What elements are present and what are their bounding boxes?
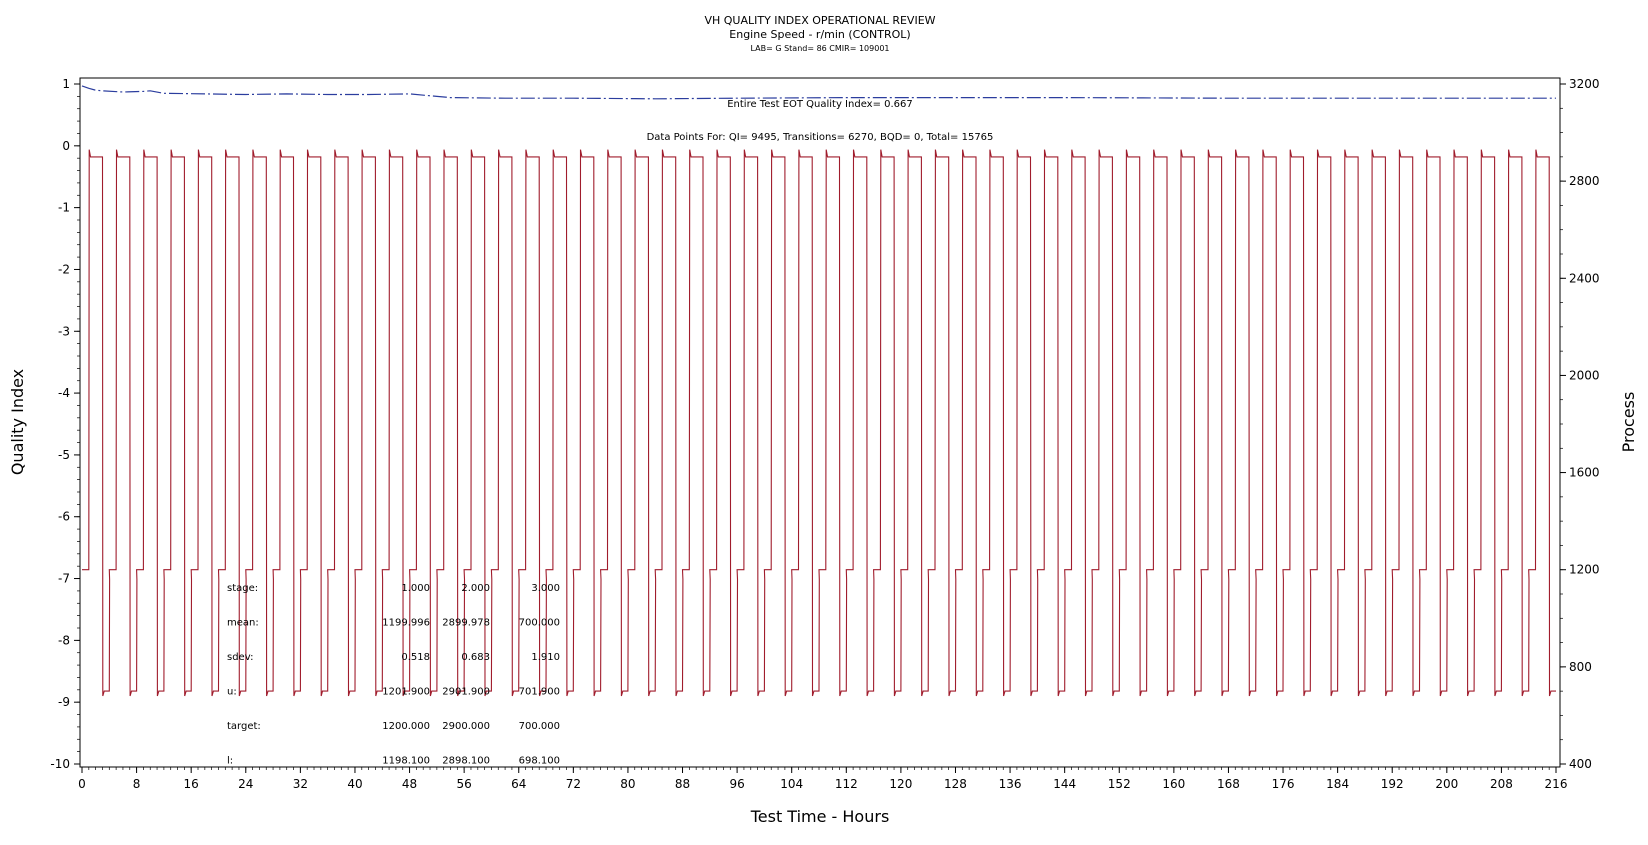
left-axis-tick-label: -9 — [58, 695, 70, 709]
left-axis-tick-label: -2 — [58, 262, 70, 276]
left-axis-tick-label: -7 — [58, 572, 70, 586]
stats-row-label: l: — [227, 756, 233, 767]
left-axis-tick-label: -3 — [58, 324, 70, 338]
x-axis-tick-label: 168 — [1217, 777, 1240, 791]
x-axis-tick-label: 200 — [1435, 777, 1458, 791]
stats-cell: 700.000 — [519, 721, 560, 732]
right-axis-tick-label: 2000 — [1569, 368, 1600, 382]
eot-quality-index-annotation: Entire Test EOT Quality Index= 0.667 — [727, 99, 913, 110]
x-axis-tick-label: 72 — [566, 777, 581, 791]
x-axis-tick-label: 208 — [1490, 777, 1513, 791]
x-axis-tick-label: 8 — [133, 777, 141, 791]
left-axis-tick-label: -4 — [58, 386, 70, 400]
x-axis-label: Test Time - Hours — [750, 807, 890, 826]
x-axis-tick-label: 120 — [889, 777, 912, 791]
left-axis-tick-label: -10 — [50, 757, 70, 771]
chart-subsubtitle: LAB= G Stand= 86 CMIR= 109001 — [750, 44, 889, 53]
stats-cell: 701.900 — [519, 687, 560, 698]
stats-cell: 2901.900 — [442, 687, 490, 698]
left-y-axis: 1 0 -1 -2 -3 -4 -5 -6 -7 -8 -9 -10 — [50, 77, 80, 771]
stats-cell: 698.100 — [519, 756, 560, 767]
right-axis-tick-label: 3200 — [1569, 77, 1600, 91]
left-axis-tick-label: 1 — [62, 77, 70, 91]
x-axis-tick-label: 80 — [620, 777, 635, 791]
x-axis-tick-label: 0 — [78, 777, 86, 791]
right-axis-tick-label: 800 — [1569, 660, 1592, 674]
x-axis-tick-label: 160 — [1162, 777, 1185, 791]
engine-speed-series — [82, 149, 1556, 697]
stats-cell: 0.683 — [461, 652, 490, 663]
stats-cell: 1.000 — [401, 583, 430, 594]
right-axis-tick-label: 400 — [1569, 757, 1592, 771]
stats-cell: 0.518 — [401, 652, 430, 663]
quality-index-line — [81, 85, 1556, 100]
stats-table: stage: 1.000 2.000 3.000 mean: 1199.996 2899.9… — [227, 583, 560, 767]
x-axis-tick-label: 152 — [1108, 777, 1131, 791]
y-axis-label-right: Process — [1619, 392, 1638, 453]
right-axis-tick-label: 2800 — [1569, 174, 1600, 188]
left-axis-tick-label: -8 — [58, 633, 70, 647]
x-axis-tick-label: 48 — [402, 777, 417, 791]
left-axis-tick-label: -6 — [58, 510, 70, 524]
right-axis-tick-label: 1200 — [1569, 563, 1600, 577]
plot-frame — [79, 77, 1561, 768]
stats-cell: 1199.996 — [382, 618, 430, 629]
x-axis-tick-label: 16 — [184, 777, 199, 791]
quality-index-series — [81, 85, 1556, 100]
x-axis-tick-label: 64 — [511, 777, 526, 791]
x-axis-tick-label: 216 — [1545, 777, 1568, 791]
stats-cell: 1.910 — [531, 652, 560, 663]
x-axis-tick-label: 32 — [293, 777, 308, 791]
stats-cell: 700.000 — [519, 618, 560, 629]
x-axis: 0 8 16 24 32 40 48 56 64 72 80 88 96 104 112 120 128 136 1… — [78, 767, 1567, 791]
x-axis-tick-label: 88 — [675, 777, 690, 791]
stats-row-label: stage: — [227, 583, 258, 594]
stats-cell: 3.000 — [531, 583, 560, 594]
x-axis-tick-label: 56 — [457, 777, 472, 791]
stats-row-label: mean: — [227, 618, 259, 629]
stats-row-label: sdev: — [227, 652, 253, 663]
x-axis-tick-label: 96 — [729, 777, 744, 791]
y-axis-label-left: Quality Index — [8, 369, 27, 475]
stats-cell: 2899.978 — [442, 618, 490, 629]
data-points-annotation: Data Points For: QI= 9495, Transitions= … — [647, 132, 994, 143]
left-axis-tick-label: -1 — [58, 201, 70, 215]
x-axis-tick-label: 192 — [1381, 777, 1404, 791]
stats-row-label: u: — [227, 687, 237, 698]
x-axis-tick-label: 184 — [1326, 777, 1349, 791]
stats-cell: 1200.000 — [382, 721, 430, 732]
x-axis-tick-label: 40 — [347, 777, 362, 791]
left-axis-tick-label: -5 — [58, 448, 70, 462]
stats-cell: 1198.100 — [382, 756, 430, 767]
right-axis-tick-label: 2400 — [1569, 271, 1600, 285]
x-axis-tick-label: 24 — [238, 777, 253, 791]
left-axis-tick-label: 0 — [62, 139, 70, 153]
x-axis-tick-label: 104 — [780, 777, 803, 791]
chart-title: VH QUALITY INDEX OPERATIONAL REVIEW — [704, 14, 935, 27]
right-y-axis: 3200 2800 2400 2000 1600 1200 800 400 — [1560, 77, 1600, 771]
stats-cell: 2900.000 — [442, 721, 490, 732]
x-axis-tick-label: 128 — [944, 777, 967, 791]
x-axis-tick-label: 144 — [1053, 777, 1076, 791]
stats-cell: 1201.900 — [382, 687, 430, 698]
x-axis-tick-label: 112 — [835, 777, 858, 791]
right-axis-tick-label: 1600 — [1569, 466, 1600, 480]
stats-row-label: target: — [227, 721, 261, 732]
stats-cell: 2.000 — [461, 583, 490, 594]
chart-subtitle: Engine Speed - r/min (CONTROL) — [729, 28, 910, 41]
stats-cell: 2898.100 — [442, 756, 490, 767]
engine-speed-line — [82, 149, 1556, 697]
x-axis-tick-label: 136 — [999, 777, 1022, 791]
x-axis-tick-label: 176 — [1272, 777, 1295, 791]
